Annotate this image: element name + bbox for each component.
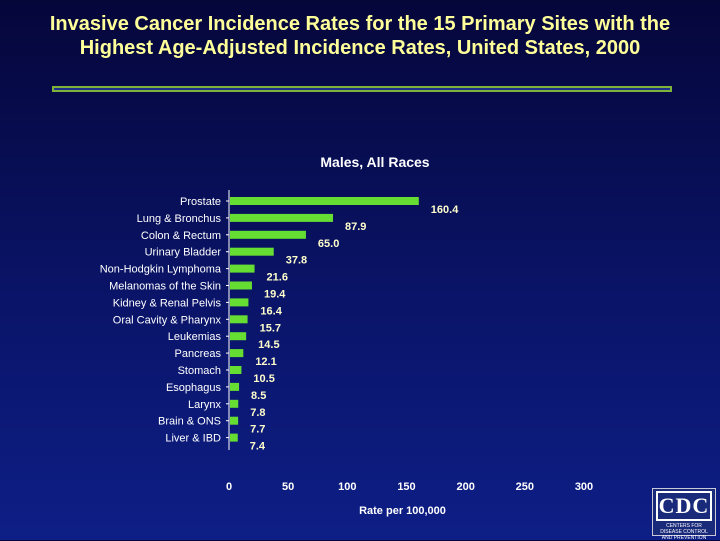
category-label: Prostate [180,196,221,208]
category-label: Leukemias [168,331,222,343]
data-label: 10.5 [253,373,274,385]
cdc-logo: CDC Centers for Disease Control and Prev… [652,488,716,541]
data-label: 14.5 [258,339,279,351]
category-label: Melanomas of the Skin [109,281,221,293]
data-label: 15.7 [260,322,281,334]
bar [230,382,240,391]
category-label: Non-Hodgkin Lymphoma [100,264,222,276]
data-label: 37.8 [286,255,307,267]
category-label: Pancreas [175,348,222,360]
bar [230,366,242,374]
category-label: Larynx [188,399,222,411]
category-label: Oral Cavity & Pharynx [113,314,222,326]
data-label: 7.8 [250,407,265,419]
bar [230,315,248,324]
x-tick-label: 250 [516,481,534,493]
category-label: Kidney & Renal Pelvis [113,297,222,309]
category-label: Stomach [178,365,221,377]
chart-title: Males, All Races [320,154,430,170]
cdc-logo-subtitle: Centers for Disease Control and Preventi… [660,523,708,541]
x-axis-label: Rate per 100,000 [359,505,446,517]
slide-title: Invasive Cancer Incidence Rates for the … [49,13,671,59]
data-label: 7.4 [250,441,266,453]
x-tick-label: 300 [575,481,593,493]
category-label: Lung & Bronchus [137,213,222,225]
bar [230,264,255,273]
category-label: Urinary Bladder [145,247,222,259]
category-label: Colon & Rectum [141,230,221,242]
data-label: 21.6 [267,272,288,284]
data-label: 8.5 [251,390,266,402]
data-label: 12.1 [255,356,276,368]
x-tick-label: 50 [282,481,294,493]
bar [230,433,238,442]
cdc-logo-mark: CDC [656,491,712,521]
bar [230,416,239,425]
x-tick-label: 200 [456,481,474,493]
data-label: 7.7 [250,424,265,436]
x-tick-label: 0 [226,481,232,493]
bar [230,298,249,307]
title-underline [52,86,672,92]
bar [230,281,252,290]
bar [230,399,239,408]
data-label: 16.4 [260,305,282,317]
bar [230,197,419,205]
data-label: 160.4 [431,204,459,216]
data-label: 65.0 [318,238,339,250]
bar [230,213,334,222]
category-label: Liver & IBD [165,433,221,445]
category-label: Brain & ONS [158,416,221,428]
data-label: 87.9 [345,221,366,233]
category-label: Esophagus [166,382,222,394]
bar [230,332,247,341]
data-label: 19.4 [264,289,286,301]
x-tick-label: 150 [397,481,415,493]
x-tick-label: 100 [338,481,356,493]
bar [230,349,244,358]
bar [230,247,274,256]
bar [230,230,306,239]
